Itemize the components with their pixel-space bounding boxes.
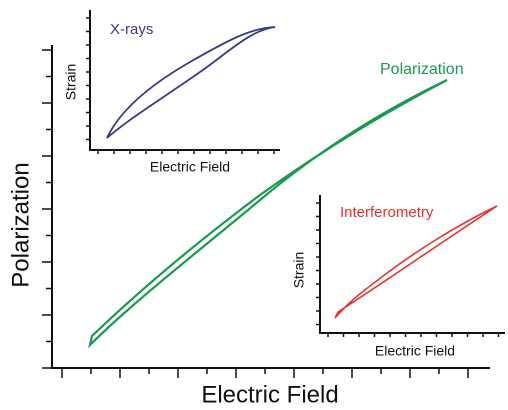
inset-y-label: Strain bbox=[291, 252, 307, 289]
inset-x-label: Electric Field bbox=[375, 343, 455, 359]
main-ticks bbox=[42, 49, 469, 378]
inset-title: X-rays bbox=[110, 21, 153, 38]
inset-title: Interferometry bbox=[340, 204, 434, 221]
x-axis-label: Electric Field bbox=[201, 381, 338, 408]
interferometry-loop bbox=[334, 205, 498, 319]
xray-loop bbox=[106, 26, 276, 139]
curve-label: Polarization bbox=[380, 61, 464, 78]
inset-ticks bbox=[316, 202, 500, 337]
inset-x-label: Electric Field bbox=[150, 159, 230, 175]
inset-axes bbox=[89, 10, 280, 151]
y-axis-label: Polarization bbox=[7, 162, 34, 287]
inset-axes bbox=[319, 195, 505, 334]
polarization-loop bbox=[88, 79, 448, 349]
inset-ticks bbox=[86, 17, 275, 154]
inset-y-label: Strain bbox=[63, 64, 79, 101]
